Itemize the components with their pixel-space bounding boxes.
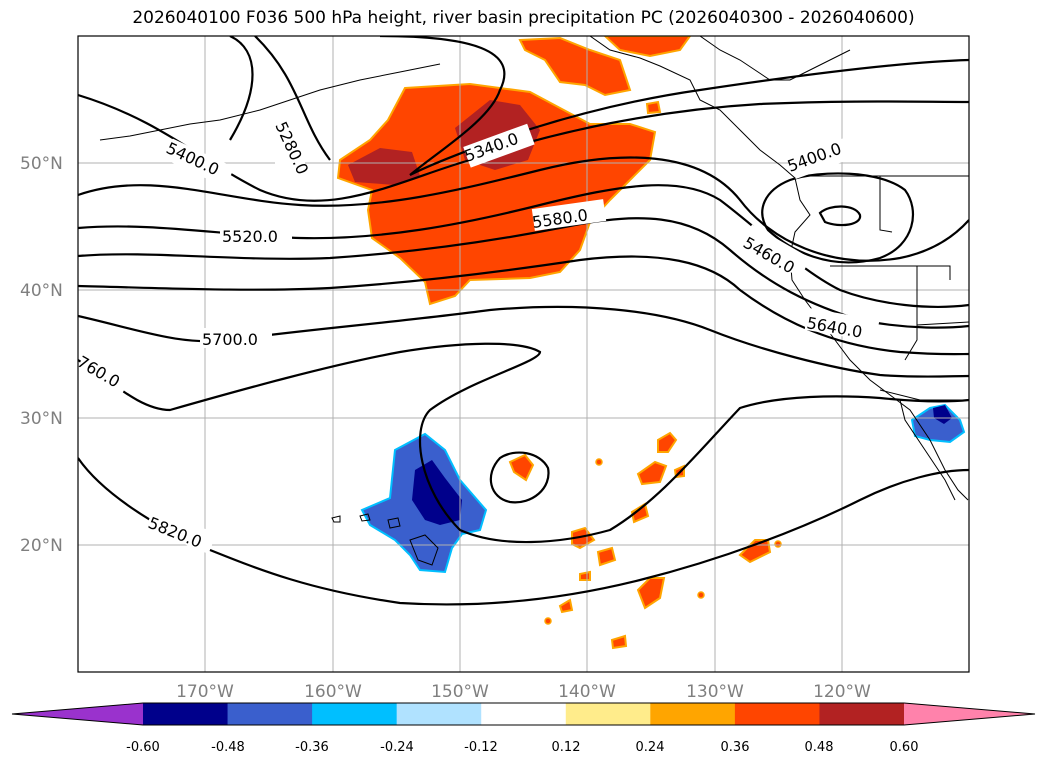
colorbar-tick-5: -0.12: [464, 740, 498, 755]
colorbar-segment: [312, 703, 398, 725]
map-title: 2026040100 F036 500 hPa height, river ba…: [132, 8, 915, 28]
small-positive-3: [657, 431, 678, 453]
small-positive-dot-1: [595, 458, 603, 466]
colorbar-tick-9: 0.48: [805, 740, 834, 755]
lat-label-40n: 40°N: [20, 281, 63, 301]
hawaii-maui: [387, 517, 401, 529]
colorbar-segment: [650, 703, 736, 725]
contour-5640: [78, 255, 969, 356]
contour-5460: [78, 156, 969, 262]
colorbar-segment: [819, 703, 905, 725]
top-positive-blob: [603, 36, 692, 58]
us-state-lines-2: [830, 265, 951, 280]
contour-5280: [229, 36, 331, 161]
small-positive-dot-2: [544, 617, 552, 625]
small-positive-12: [610, 634, 628, 650]
california-negative-core: [933, 405, 952, 424]
small-positive-2: [508, 453, 535, 482]
map-area: 5280.0 5340.0 5400.0 5400.0 5460.0 5520.…: [78, 36, 969, 672]
contour-label-5520: 5520.0: [222, 227, 278, 246]
colorbar-tick-1: -0.60: [126, 740, 160, 755]
colorbar-tick-7: 0.24: [636, 740, 665, 755]
map-frame: [77, 35, 970, 673]
lon-label-140w: 140°W: [558, 682, 616, 702]
us-state-lines-1: [879, 176, 893, 233]
hawaii-kauai: [331, 515, 341, 523]
colorbar-tick-4: -0.24: [380, 740, 414, 755]
hawaii-negative-core: [412, 460, 462, 525]
us-state-lines-4: [916, 321, 969, 326]
contour-5340: [379, 36, 969, 176]
gridlines: [78, 36, 969, 672]
lon-label-150w: 150°W: [431, 682, 489, 702]
latitude-labels: 50°N 40°N 30°N 20°N: [20, 154, 63, 556]
small-positive-10: [636, 577, 666, 610]
lat-label-30n: 30°N: [20, 409, 63, 429]
small-positive-8: [596, 546, 617, 567]
colorbar-tick-10: 0.60: [890, 740, 919, 755]
small-positive-6: [630, 502, 650, 524]
lon-label-120w: 120°W: [813, 682, 871, 702]
longitude-labels: 170°W 160°W 150°W 140°W 130°W 120°W: [176, 682, 871, 702]
baja-coast: [899, 399, 956, 501]
dark-red-core-1: [348, 148, 420, 185]
contour-5400-inner: [818, 205, 862, 227]
colorbar-max-extension: [904, 703, 1035, 725]
colorbar-tick-6: 0.12: [552, 740, 581, 755]
contour-5760-ring: [489, 451, 550, 504]
small-positive-13: [579, 570, 591, 581]
colorbar-segment: [396, 703, 482, 725]
contour-5460-ring: [761, 172, 914, 264]
colorbar-outline: [11, 702, 1036, 726]
colorbar-segment: [565, 703, 651, 725]
northern-positive-blob: [518, 36, 632, 97]
lon-label-130w: 130°W: [686, 682, 744, 702]
small-positive-4: [636, 460, 668, 486]
lat-label-50n: 50°N: [20, 154, 63, 174]
colorbar: -0.60 -0.48 -0.36 -0.24 -0.12 0.12 0.24 …: [11, 702, 1036, 755]
aleutians: [99, 63, 441, 141]
hawaii-oahu: [359, 513, 371, 522]
contour-5760: [78, 342, 969, 544]
alaska-coast: [589, 36, 969, 501]
lon-label-160w: 160°W: [304, 682, 362, 702]
small-positive-1: [645, 100, 662, 115]
lon-label-170w: 170°W: [176, 682, 234, 702]
colorbar-tick-labels: -0.60 -0.48 -0.36 -0.24 -0.12 0.12 0.24 …: [126, 740, 918, 755]
lat-label-20n: 20°N: [20, 536, 63, 556]
hawaii-big-island: [409, 534, 439, 566]
small-positive-dot-4: [774, 540, 782, 548]
colorbar-segment: [227, 703, 313, 725]
colorbar-segment: [143, 703, 229, 725]
canada-coast: [699, 36, 851, 81]
contour-label-5700: 5700.0: [202, 330, 258, 349]
colorbar-tick-2: -0.48: [211, 740, 245, 755]
colorbar-segment: [734, 703, 820, 725]
colorbar-segments: [143, 703, 905, 725]
colorbar-tick-8: 0.36: [721, 740, 750, 755]
small-positive-dot-3: [697, 591, 705, 599]
colorbar-min-extension: [12, 703, 143, 725]
colorbar-tick-3: -0.36: [295, 740, 329, 755]
small-positive-11: [558, 598, 574, 614]
colorbar-segment: [481, 703, 567, 725]
coastlines: [99, 36, 969, 566]
